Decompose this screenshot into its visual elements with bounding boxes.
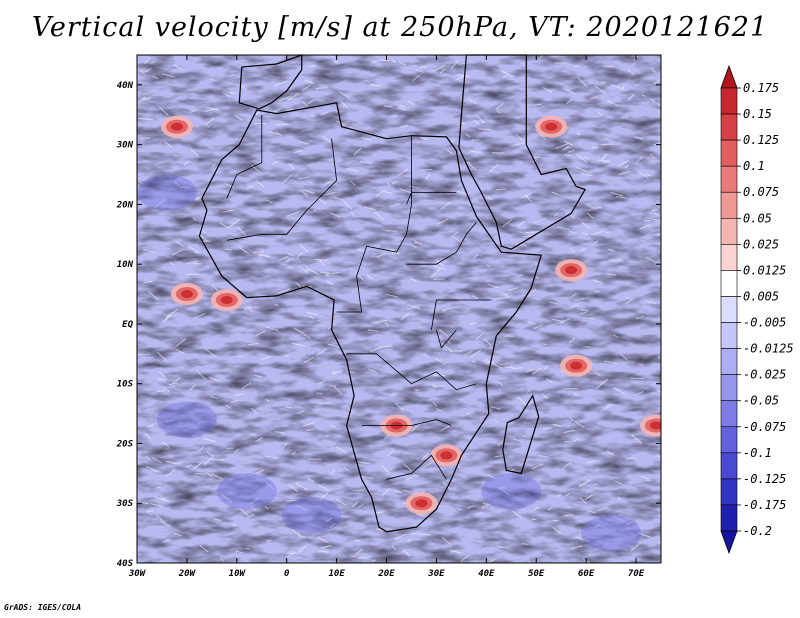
lon-tick-label: 60E [578, 569, 595, 579]
hotspot [160, 115, 193, 138]
country-border [226, 114, 263, 199]
colorbar-swatch [720, 191, 738, 219]
hotspot [405, 492, 438, 515]
colorbar-swatch [720, 270, 738, 297]
hotspot [170, 283, 203, 306]
hotspot [210, 289, 243, 312]
country-border [361, 419, 452, 426]
colorbar-swatch [720, 87, 738, 115]
country-border [406, 222, 477, 265]
colorbar-swatch [720, 113, 738, 141]
colorbar-label: 0.1 [743, 159, 765, 173]
lon-tick-label: 70E [628, 569, 645, 579]
lon-tick-label: 50E [528, 569, 545, 579]
colorbar-label: 0.005 [743, 289, 779, 303]
colorbar-swatch [720, 165, 738, 193]
lat-tick-label: 10S [117, 380, 134, 390]
lat-tick-label: 40S [117, 559, 134, 569]
colorbar-swatch [720, 348, 738, 375]
colorbar-label: -0.0125 [743, 342, 794, 356]
colorbar-label: 0.125 [743, 133, 779, 147]
colorbar-label: -0.1 [743, 446, 772, 460]
downdraft-region [581, 515, 642, 552]
lon-tick-label: 30E [427, 569, 445, 579]
hotspot [640, 414, 661, 437]
colorbar-label: -0.025 [743, 368, 786, 382]
colorbar-label: -0.075 [743, 420, 786, 434]
country-border [431, 299, 492, 330]
lat-tick-label: 30S [116, 499, 134, 509]
plot-area [137, 55, 661, 563]
coastline-madagascar [502, 394, 540, 475]
country-border [336, 135, 412, 313]
colorbar-label: 0.15 [743, 107, 772, 121]
colorbar-label: 0.175 [743, 81, 779, 95]
hotspot [555, 259, 588, 282]
colorbar-swatch [720, 296, 738, 323]
field-streaks [137, 55, 661, 563]
colorbar-swatch [720, 244, 738, 271]
lon-tick-label: 20E [377, 569, 395, 579]
lat-tick-label: 40N [117, 81, 134, 91]
colorbar-label: -0.2 [743, 524, 772, 538]
field-texture [137, 55, 661, 563]
colorbar-label: 0.0125 [743, 263, 786, 277]
country-border [406, 192, 457, 205]
colorbar-swatch [720, 322, 738, 349]
colorbar-swatch [720, 400, 738, 428]
colorbar-swatch [720, 452, 738, 480]
coastline-africa [198, 102, 542, 533]
colorbar-swatch [720, 478, 738, 506]
coastlines-and-borders [198, 54, 586, 533]
colorbar-label: -0.125 [743, 472, 786, 486]
colorbar-swatch [720, 504, 738, 532]
colorbar-label: -0.05 [743, 394, 779, 408]
map-title: Vertical velocity [m/s] at 250hPa, VT: 2… [31, 12, 769, 43]
country-border [436, 329, 457, 349]
coastline-iberia [238, 54, 303, 110]
lat-tick-label: EQ [122, 320, 133, 330]
grads-credit: GrADS: IGES/COLA [4, 603, 82, 612]
colorbar-swatch [720, 139, 738, 167]
lat-tick-label: 20N [116, 200, 134, 210]
colorbar-label: 0.025 [743, 237, 779, 251]
colorbar-bottom-arrow [720, 530, 738, 555]
downdraft-region [481, 473, 542, 510]
colorbar-label: -0.175 [743, 498, 786, 512]
lat-tick-label: 30N [116, 141, 134, 151]
hotspot [560, 354, 593, 377]
lon-tick-label: 10E [328, 569, 345, 579]
axis-ticks: 30W 20W 10W 0 10E 20E 30E 40E 50E 60E 70E 40N 30N 20N… [116, 55, 661, 579]
lat-tick-label: 20S [116, 439, 134, 449]
colorbar-swatch [720, 426, 738, 454]
colorbar-label: 0.075 [743, 185, 779, 199]
country-border [346, 353, 477, 391]
lon-tick-label: 20W [178, 569, 197, 579]
colorbar-swatch [720, 217, 738, 245]
downdraft-region [281, 497, 342, 534]
lon-tick-label: 10W [229, 569, 247, 579]
downdraft-region [216, 473, 277, 510]
colorbar-label: 0.05 [743, 211, 772, 225]
country-border [386, 454, 447, 480]
downdraft-region [156, 401, 217, 438]
lon-tick-label: 40E [478, 569, 495, 579]
lon-tick-label: 30W [128, 569, 147, 579]
colorbar-label: -0.005 [743, 316, 786, 330]
hotspot [430, 444, 463, 467]
colorbar-top-arrow [720, 64, 738, 89]
lat-tick-label: 10N [117, 260, 134, 270]
country-border [226, 138, 338, 241]
lon-tick-label: 0 [284, 569, 290, 579]
downdraft-region [137, 174, 197, 211]
plot-frame [136, 54, 662, 564]
colorbar: 0.175 0.15 0.125 0.1 0.075 0.05 0.025 0.0125 0.0… [720, 64, 794, 555]
hotspot [535, 115, 568, 138]
colorbar-swatch [720, 374, 738, 402]
